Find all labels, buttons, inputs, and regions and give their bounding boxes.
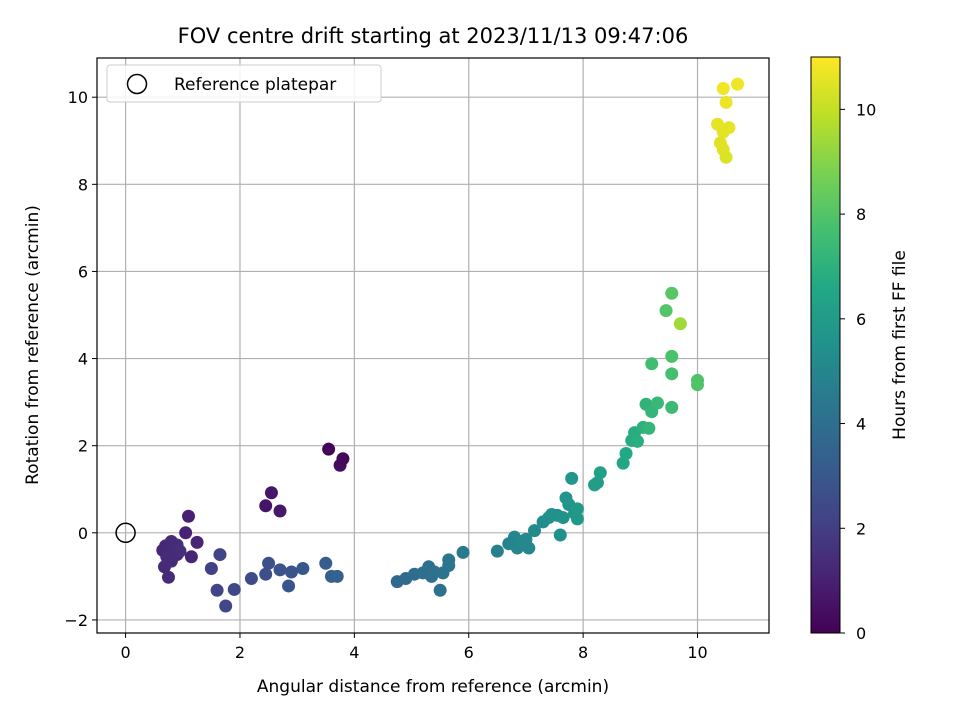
scatter-point [553, 528, 567, 542]
y-axis-label: Rotation from reference (arcmin) [23, 205, 43, 485]
scatter-point [442, 553, 456, 567]
legend-label-reference: Reference platepar [174, 75, 336, 95]
scatter-point [570, 502, 584, 516]
legend: Reference platepar [106, 64, 382, 103]
colorbar-tick-label: 4 [856, 415, 866, 434]
scatter-point [179, 526, 193, 540]
scatter-point [665, 286, 679, 300]
scatter-point [259, 567, 273, 581]
x-tick-label: 2 [235, 643, 245, 662]
scatter-point [190, 535, 204, 549]
scatter-point [665, 367, 679, 381]
scatter-point [665, 349, 679, 363]
scatter-point [456, 545, 470, 559]
scatter-point [570, 512, 584, 526]
scatter-point [322, 442, 336, 456]
y-tick-label: 2 [78, 437, 88, 456]
colorbar-label: Hours from first FF file [890, 250, 910, 440]
data-points [115, 77, 745, 613]
y-tick-label: 4 [78, 350, 88, 369]
y-tick-label: 6 [78, 262, 88, 281]
scatter-point [161, 570, 175, 584]
scatter-point [716, 81, 730, 95]
x-tick-label: 4 [349, 643, 359, 662]
scatter-point [296, 562, 310, 576]
x-tick-label: 10 [687, 643, 707, 662]
scatter-point [227, 582, 241, 596]
scatter-point [173, 544, 187, 558]
scatter-point [673, 317, 687, 331]
y-axis-ticks: −2 0 2 4 6 8 10 [64, 88, 97, 630]
scatter-point [731, 77, 745, 91]
scatter-point [210, 583, 224, 597]
scatter-point [719, 150, 733, 164]
scatter-point [716, 125, 730, 139]
scatter-point [284, 565, 298, 579]
scatter-point [336, 452, 350, 466]
reference-platepar-marker [115, 522, 136, 544]
x-tick-label: 6 [464, 643, 474, 662]
y-tick-label: 8 [78, 175, 88, 194]
scatter-point [433, 583, 447, 597]
scatter-point [528, 524, 542, 538]
y-tick-label: −2 [64, 611, 88, 630]
colorbar-tick-label: 0 [856, 624, 866, 643]
x-axis-ticks: 0 2 4 6 8 10 [121, 633, 708, 662]
colorbar: 0 2 4 6 8 10 Hours from first FF file [810, 56, 910, 643]
colorbar-ticks: 0 2 4 6 8 10 [840, 100, 876, 643]
scatter-point [522, 541, 536, 555]
legend-box [106, 64, 382, 103]
scatter-point [213, 548, 227, 562]
scatter-point [204, 562, 218, 576]
scatter-point [490, 544, 504, 558]
scatter-point [619, 447, 633, 461]
scatter-point [273, 504, 287, 518]
scatter-point [219, 599, 233, 613]
y-tick-label: 0 [78, 524, 88, 543]
scatter-point [659, 304, 673, 318]
scatter-point [590, 476, 604, 490]
scatter-point [282, 579, 296, 593]
y-tick-label: 10 [68, 88, 88, 107]
colorbar-tick-label: 6 [856, 310, 866, 329]
scatter-point [319, 556, 333, 570]
scatter-point [630, 434, 644, 448]
chart-title: FOV centre drift starting at 2023/11/13 … [178, 24, 689, 48]
scatter-point [565, 471, 579, 485]
scatter-point [273, 563, 287, 577]
scatter-point [262, 556, 276, 570]
scatter-point [264, 486, 278, 500]
legend-marker-reference [126, 73, 148, 95]
scatter-point [645, 357, 659, 371]
x-tick-label: 0 [121, 643, 131, 662]
colorbar-tick-label: 10 [856, 100, 876, 119]
scatter-point [719, 95, 733, 109]
scatter-point [665, 400, 679, 414]
scatter-point [642, 421, 656, 435]
x-tick-label: 8 [578, 643, 588, 662]
scatter-point [182, 509, 196, 523]
scatter-point [157, 560, 171, 574]
grid [97, 58, 769, 633]
scatter-point [330, 569, 344, 583]
scatter-point [556, 511, 570, 525]
colorbar-tick-label: 8 [856, 205, 866, 224]
scatter-point [593, 466, 607, 480]
scatter-point [650, 396, 664, 410]
x-axis-label: Angular distance from reference (arcmin) [257, 677, 609, 697]
scatter-point [244, 572, 258, 586]
scatter-point [259, 499, 273, 513]
colorbar-tick-label: 2 [856, 519, 866, 538]
scatter-point [184, 550, 198, 564]
colorbar-gradient [810, 56, 841, 634]
scatter-point [691, 378, 705, 392]
plot-frame [96, 57, 770, 634]
